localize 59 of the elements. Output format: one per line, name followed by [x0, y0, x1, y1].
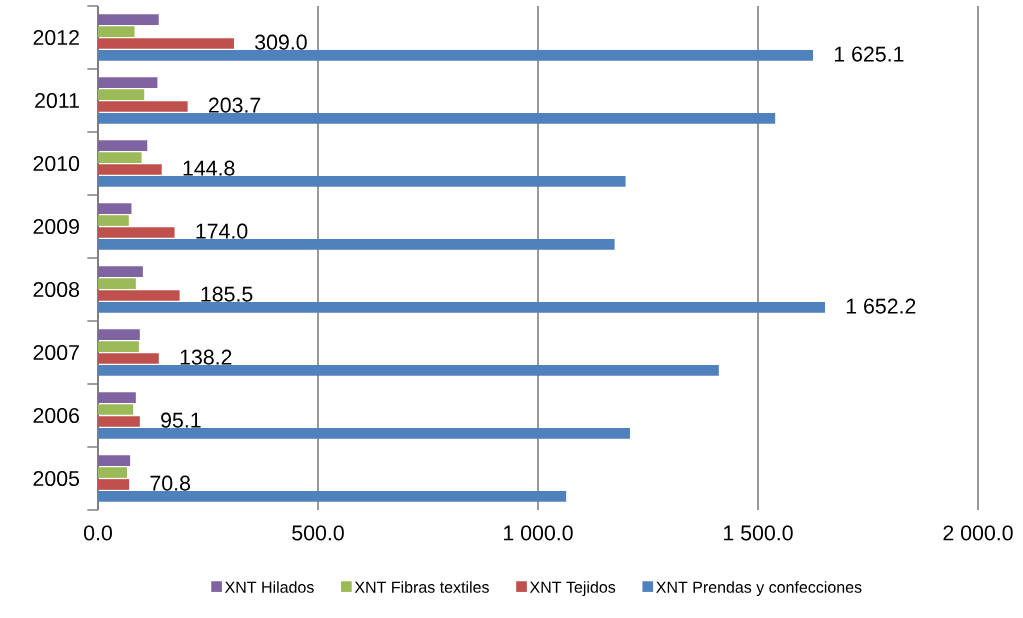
- bar: [98, 266, 143, 277]
- y-tick-label: 2009: [33, 218, 79, 235]
- bar: [98, 404, 134, 415]
- legend-label: XNT Prendas y confecciones: [656, 581, 862, 597]
- bar: [98, 215, 129, 226]
- bar: [98, 203, 132, 214]
- y-tick-label: 2006: [33, 407, 79, 424]
- bar: [98, 467, 128, 478]
- bar: [98, 140, 148, 151]
- data-label: 144.8: [183, 160, 235, 176]
- data-label: 1 652.2: [846, 298, 916, 314]
- bar: [98, 392, 136, 403]
- bar: [98, 77, 158, 88]
- bar: [98, 101, 188, 112]
- bar: [98, 290, 180, 301]
- legend-label: XNT Fibras textiles: [354, 581, 489, 593]
- bar: [98, 227, 175, 238]
- x-tick-label: 1 500.0: [724, 525, 793, 541]
- bar: [98, 239, 615, 250]
- bar: [98, 38, 234, 49]
- bar: [98, 416, 140, 427]
- y-tick-label: 2011: [35, 92, 79, 109]
- bar: [98, 278, 136, 289]
- legend-label: XNT Hilados: [224, 581, 314, 593]
- x-tick-label: 500.0: [292, 525, 344, 541]
- bar: [98, 152, 142, 163]
- y-tick-label: 2007: [33, 344, 79, 361]
- bar: [98, 491, 567, 502]
- data-label: 95.1: [161, 412, 201, 428]
- x-tick-label: 2 000.0: [943, 525, 1013, 541]
- y-tick-label: 2012: [33, 29, 79, 46]
- bar: [98, 113, 776, 124]
- bar: [98, 341, 139, 352]
- y-tick-label: 2008: [33, 281, 80, 298]
- bar: [98, 164, 162, 175]
- bar: [98, 302, 825, 313]
- data-label: 1 625.1: [834, 46, 904, 62]
- bar: [98, 455, 131, 466]
- data-label: 138.2: [180, 349, 232, 365]
- bar: [98, 353, 159, 364]
- bar: [98, 479, 130, 490]
- y-tick-label: 2010: [33, 155, 80, 172]
- data-label: 309.0: [255, 34, 307, 50]
- x-tick-label: 1 000.0: [504, 525, 573, 541]
- x-tick-label: 0.0: [84, 525, 112, 541]
- data-label: 70.8: [150, 475, 191, 491]
- bar: [98, 89, 145, 100]
- legend-label: XNT Tejidos: [529, 581, 616, 597]
- bar: [98, 428, 630, 439]
- bar: [98, 50, 814, 61]
- bar: [98, 329, 140, 340]
- bar: [98, 26, 135, 37]
- bar: [98, 176, 626, 187]
- y-tick-label: 2005: [33, 470, 80, 487]
- bar: [98, 14, 159, 25]
- data-label: 203.7: [208, 97, 261, 113]
- data-label: 174.0: [196, 223, 248, 239]
- data-label: 185.5: [201, 286, 253, 302]
- bar: [98, 365, 719, 376]
